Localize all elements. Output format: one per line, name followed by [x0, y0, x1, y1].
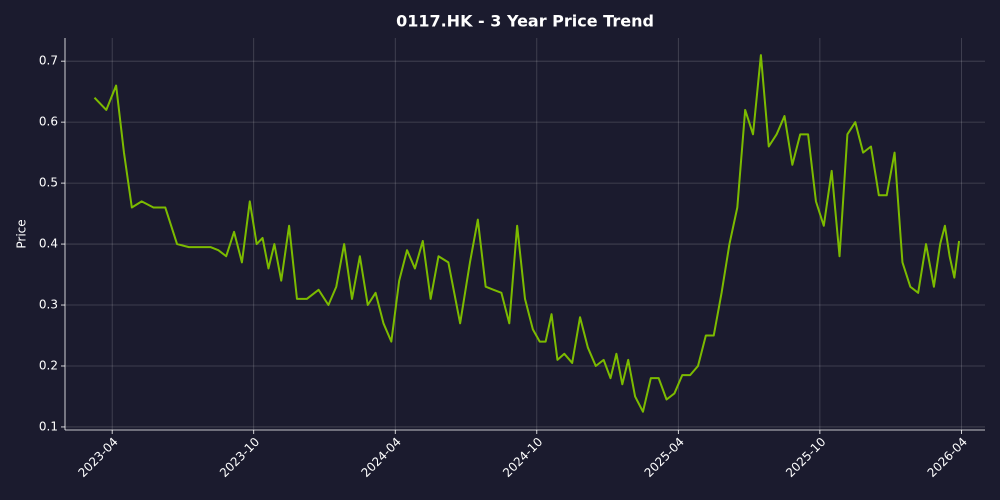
- y-tick-label: 0.3: [39, 298, 58, 312]
- y-tick-label: 0.7: [39, 54, 58, 68]
- y-tick-label: 0.2: [39, 358, 58, 372]
- chart-title: 0117.HK - 3 Year Price Trend: [396, 12, 654, 31]
- y-axis-label: Price: [15, 219, 29, 248]
- y-tick-label: 0.1: [39, 419, 58, 433]
- y-tick-label: 0.5: [39, 176, 58, 190]
- y-tick-label: 0.6: [39, 115, 58, 129]
- y-tick-label: 0.4: [39, 237, 58, 251]
- price-line: [93, 54, 961, 413]
